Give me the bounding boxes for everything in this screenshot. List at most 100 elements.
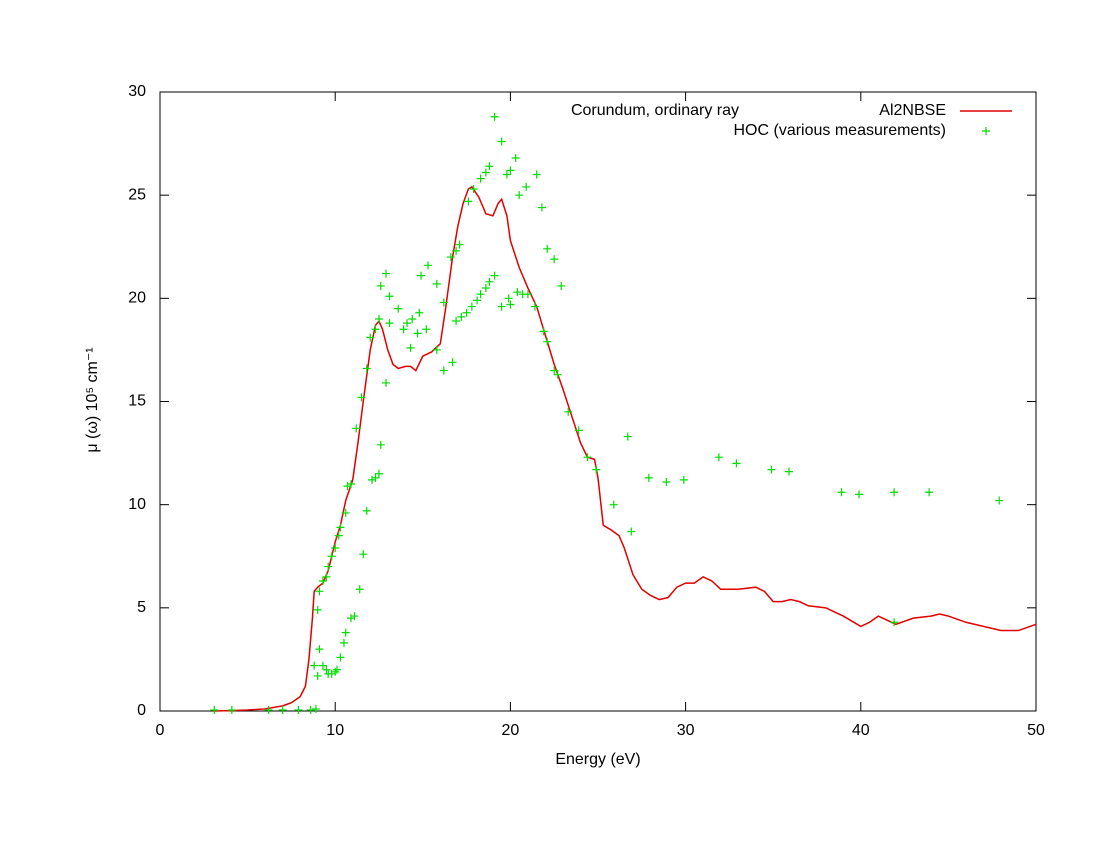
data-point <box>408 314 417 323</box>
data-point <box>318 577 327 586</box>
y-tick-label: 5 <box>137 599 146 616</box>
data-point <box>679 475 688 484</box>
data-point <box>532 170 541 179</box>
data-point <box>530 302 539 311</box>
data-point <box>341 508 350 517</box>
data-point <box>382 378 391 387</box>
data-point <box>331 667 340 676</box>
data-point <box>515 191 524 200</box>
x-tick-label: 40 <box>852 722 870 739</box>
data-point <box>464 197 473 206</box>
data-point <box>662 477 671 486</box>
data-point <box>294 705 303 714</box>
data-point <box>399 325 408 334</box>
data-point <box>504 294 513 303</box>
data-point <box>476 290 485 299</box>
data-point <box>315 587 324 596</box>
data-point <box>490 112 499 121</box>
data-point <box>375 469 383 478</box>
y-tick-label: 20 <box>128 290 146 307</box>
data-point <box>362 506 371 515</box>
data-point <box>502 170 511 179</box>
data-point <box>341 628 350 637</box>
data-point <box>394 304 403 313</box>
data-point <box>311 704 320 713</box>
data-point <box>506 166 515 175</box>
data-point <box>331 543 340 552</box>
data-point <box>424 261 433 270</box>
data-point <box>367 475 376 484</box>
data-point <box>469 184 478 193</box>
y-tick-label: 25 <box>128 186 146 203</box>
data-point <box>227 705 236 714</box>
data-point <box>574 426 583 435</box>
data-point <box>890 488 899 497</box>
data-point <box>327 552 336 561</box>
data-point <box>553 370 562 379</box>
data-point <box>609 500 618 509</box>
x-tick-label: 20 <box>502 722 520 739</box>
data-point <box>473 296 482 305</box>
x-axis-label: Energy (eV) <box>555 751 640 768</box>
data-point <box>327 669 336 678</box>
data-point <box>592 465 601 474</box>
data-point <box>318 661 327 670</box>
data-point <box>925 488 934 497</box>
data-point <box>350 612 359 621</box>
data-point <box>890 618 899 627</box>
data-point <box>336 653 345 662</box>
data-point <box>539 327 548 336</box>
data-point <box>446 253 455 262</box>
plot-frame <box>159 91 1037 712</box>
data-point <box>995 496 1004 505</box>
data-point <box>313 605 322 614</box>
data-point <box>366 333 375 342</box>
data-point <box>513 288 522 297</box>
data-point <box>557 281 566 290</box>
data-point <box>543 337 552 346</box>
data-point <box>837 488 846 497</box>
data-point <box>564 407 573 416</box>
data-point <box>376 281 385 290</box>
data-point <box>334 531 343 540</box>
data-point <box>452 317 461 326</box>
data-point <box>623 432 632 441</box>
data-point <box>497 302 506 311</box>
y-tick-label: 0 <box>137 702 146 719</box>
data-point <box>385 292 394 301</box>
data-point <box>485 277 494 286</box>
legend-swatch <box>982 127 990 135</box>
data-point <box>550 255 559 264</box>
data-point <box>376 440 385 449</box>
data-point <box>481 284 490 293</box>
data-point <box>481 168 490 177</box>
data-point <box>485 162 494 171</box>
data-point <box>644 473 653 482</box>
y-axis-label: μ (ω) 10⁵ cm⁻¹ <box>84 347 101 452</box>
data-point <box>448 358 457 367</box>
x-tick-label: 10 <box>326 722 344 739</box>
data-point <box>306 705 315 714</box>
data-point <box>310 661 319 670</box>
data-point <box>522 182 531 191</box>
data-point <box>455 240 464 249</box>
data-point <box>324 562 333 571</box>
data-point <box>439 366 448 375</box>
data-point <box>583 453 592 462</box>
x-tick-label: 0 <box>156 722 165 739</box>
data-point <box>417 271 426 280</box>
data-point <box>359 550 368 559</box>
data-point <box>210 705 219 714</box>
data-point <box>467 302 476 311</box>
data-point <box>357 393 366 402</box>
data-point <box>452 246 461 255</box>
data-point <box>432 279 441 288</box>
data-point <box>432 345 441 354</box>
data-point <box>511 154 520 163</box>
data-point <box>784 467 793 476</box>
x-tick-label: 30 <box>677 722 695 739</box>
data-point <box>371 473 380 482</box>
y-tick-label: 15 <box>128 393 146 410</box>
data-point <box>355 585 364 594</box>
